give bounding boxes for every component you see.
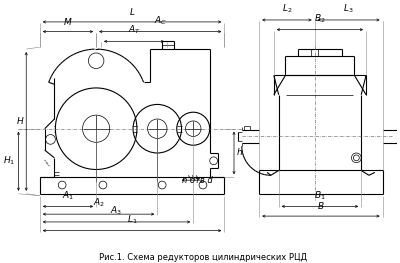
Text: $A_T$: $A_T$ bbox=[128, 24, 140, 37]
Text: L: L bbox=[130, 8, 134, 17]
Text: n отв d: n отв d bbox=[182, 176, 212, 185]
Text: $B$: $B$ bbox=[317, 200, 325, 211]
Text: $A_3$: $A_3$ bbox=[110, 205, 122, 217]
Text: h: h bbox=[237, 149, 243, 158]
Text: /: / bbox=[44, 160, 49, 164]
Text: $L_2$: $L_2$ bbox=[282, 3, 292, 15]
Text: $A_2$: $A_2$ bbox=[92, 197, 104, 209]
Text: $B_1$: $B_1$ bbox=[314, 189, 326, 201]
Text: $L_1$: $L_1$ bbox=[127, 213, 137, 226]
Text: $H_1$: $H_1$ bbox=[3, 155, 16, 168]
Text: $B_2$: $B_2$ bbox=[314, 12, 326, 25]
Text: Рис.1. Схема редукторов цилиндрических РЦД: Рис.1. Схема редукторов цилиндрических Р… bbox=[99, 253, 307, 262]
Text: $A_C$: $A_C$ bbox=[154, 14, 167, 27]
Text: /: / bbox=[46, 163, 51, 166]
Text: M: M bbox=[64, 18, 72, 27]
Text: $A_1$: $A_1$ bbox=[62, 189, 74, 201]
Text: H: H bbox=[16, 117, 23, 126]
Text: $L_3$: $L_3$ bbox=[343, 3, 354, 15]
